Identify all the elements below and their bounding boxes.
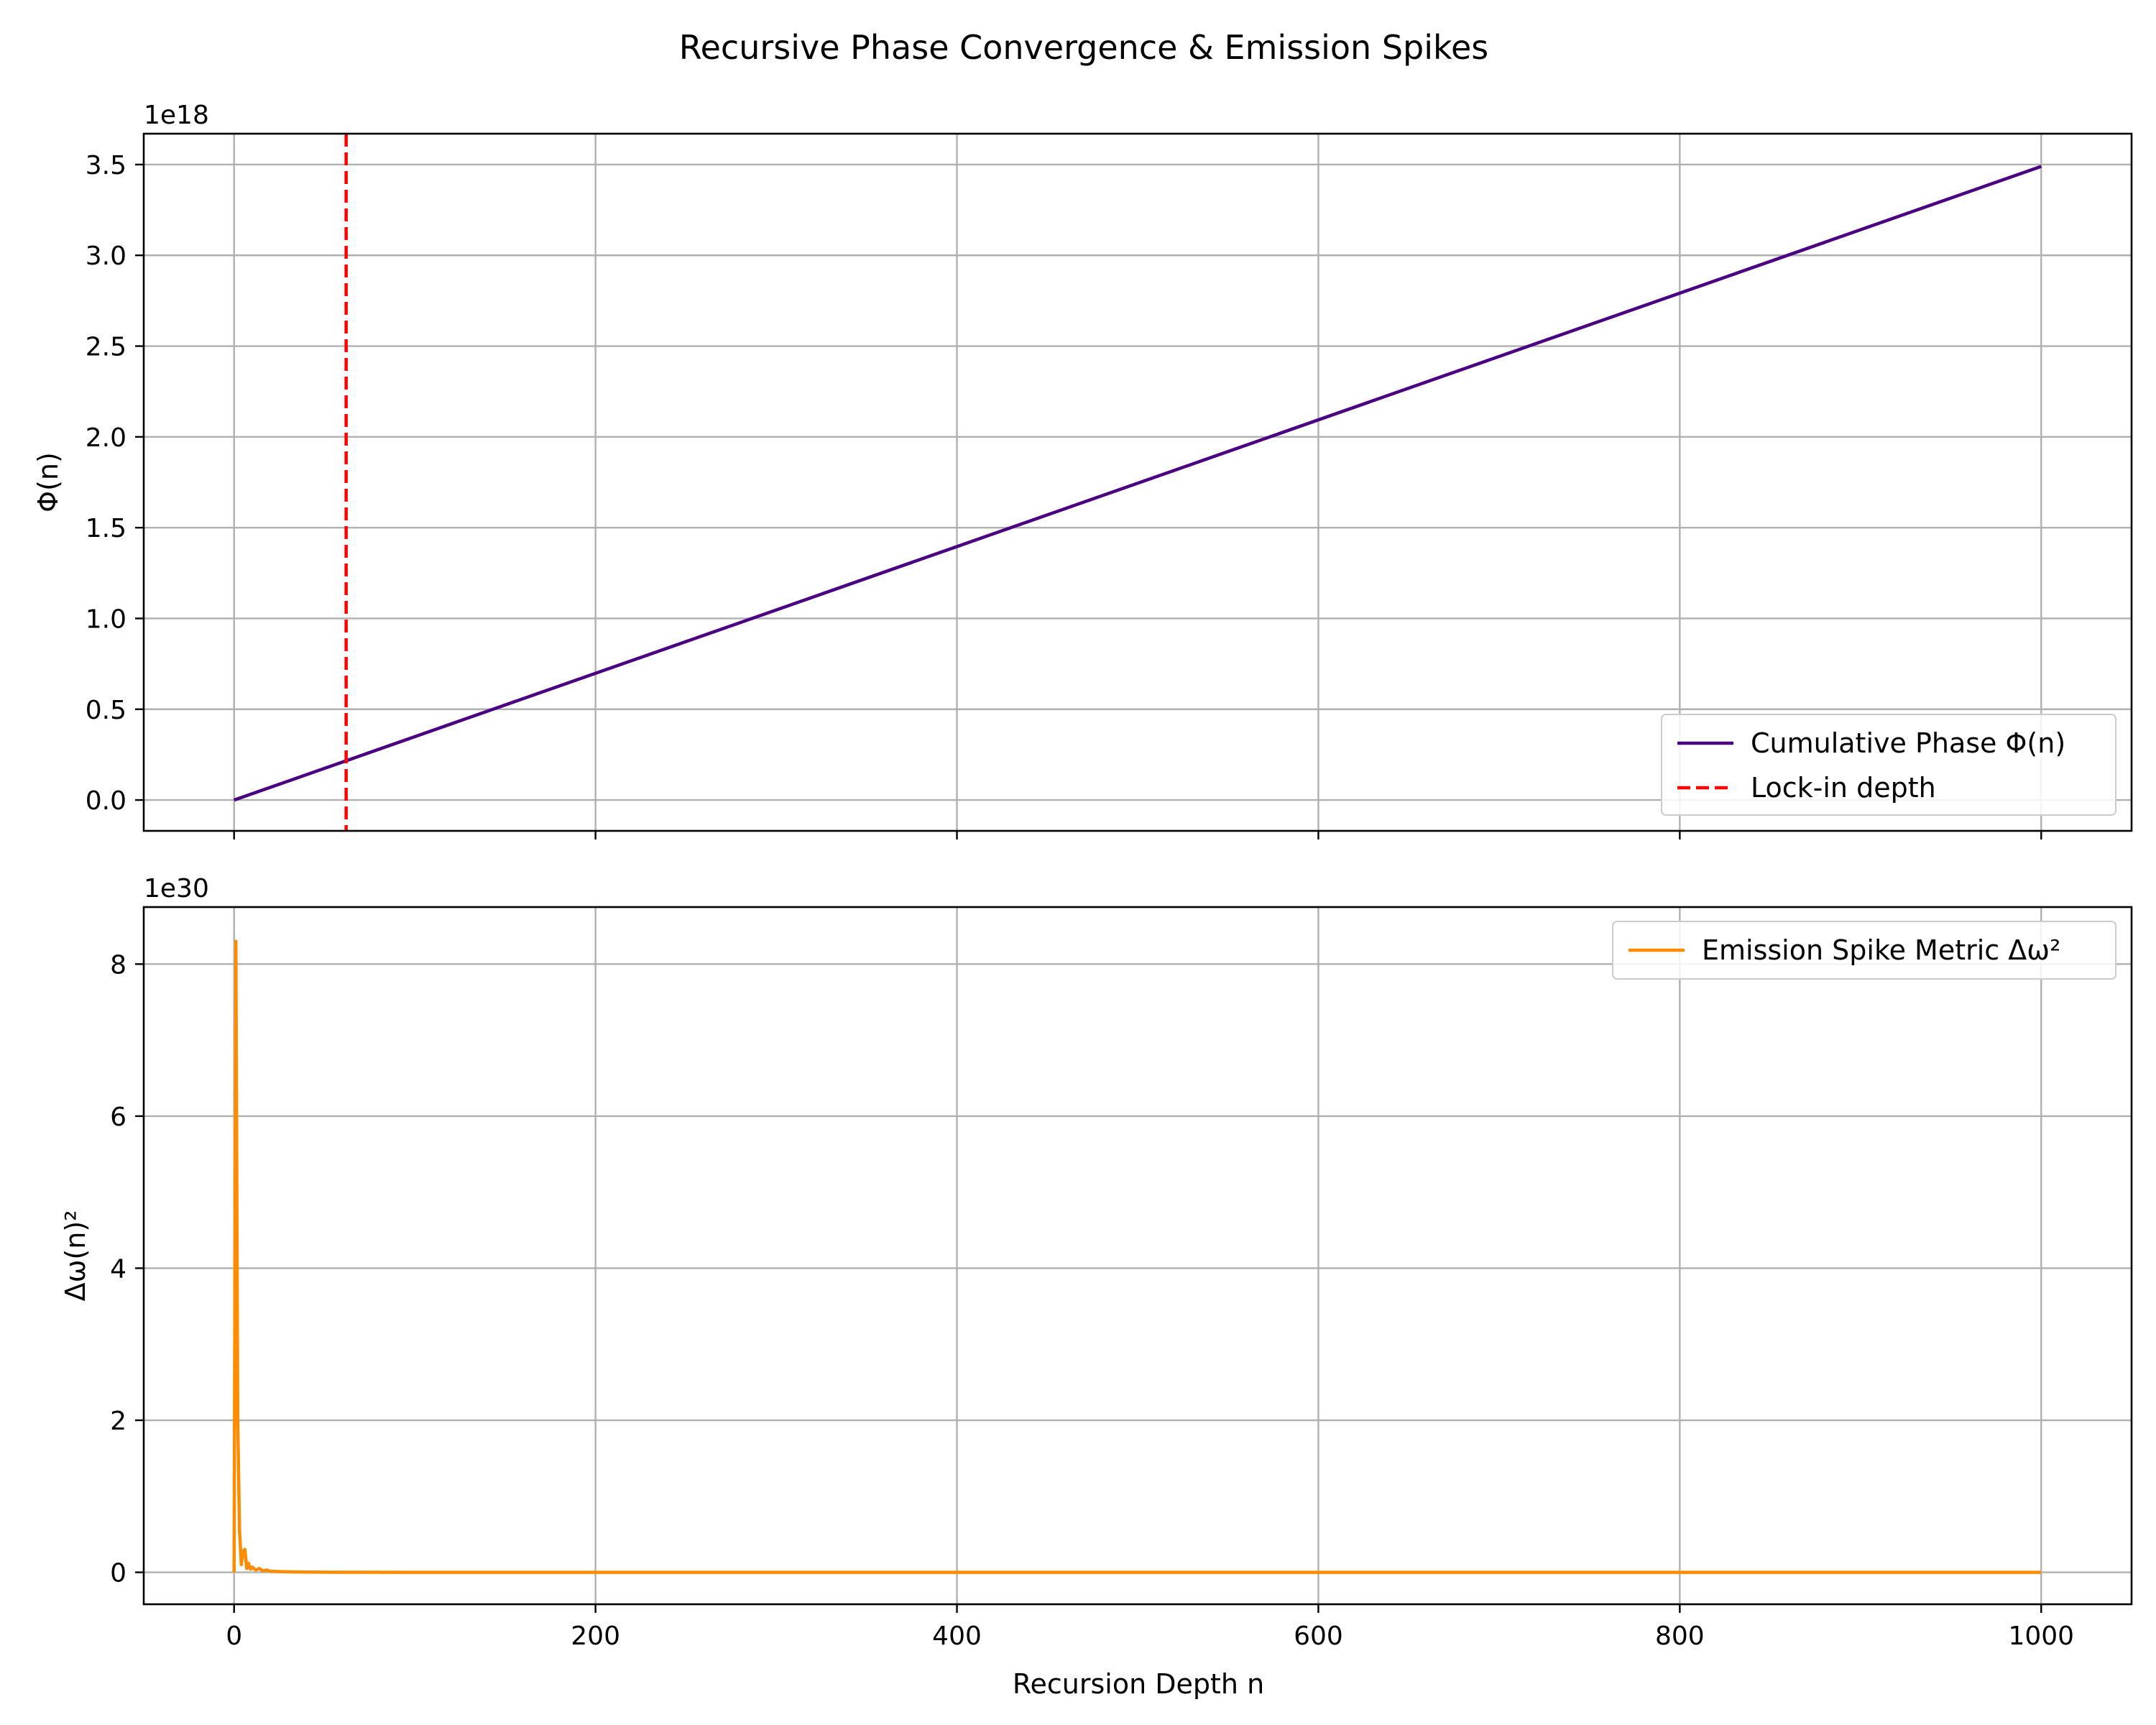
legend-box (1612, 921, 2116, 980)
y-tick-label: 2.5 (86, 333, 126, 362)
phase-panel: 0.0 0.5 1.0 1.5 2.0 2.5 3.0 3.5 1e18 Φ(n) Cumulati… (32, 101, 2133, 840)
y-axis-label: Φ(n) (32, 452, 64, 512)
legend-label: Cumulative Phase Φ(n) (1751, 727, 2065, 759)
x-tick-label: 0 (226, 1622, 242, 1651)
y-tick-label: 1.5 (86, 514, 126, 543)
emission-panel: 0 2 4 6 8 0 200 400 600 800 1000 1e30 Δω(n)² Emission… (60, 874, 2133, 1651)
y-tick-label: 4 (110, 1254, 126, 1284)
y-tick-label: 0.5 (86, 696, 126, 725)
axes-frame (142, 906, 2133, 1606)
legend-label: Emission Spike Metric Δω² (1702, 934, 2060, 966)
plot-area (232, 939, 2042, 1574)
x-axis-label: Recursion Depth n (1013, 1668, 1264, 1700)
x-tick-label: 400 (932, 1622, 982, 1651)
plot-area (233, 134, 2042, 831)
legend-box (1661, 714, 2116, 816)
y-tick-label: 3.5 (86, 151, 126, 180)
legend-label: Lock-in depth (1751, 772, 1936, 804)
y-tick-label: 8 (110, 950, 126, 980)
y-offset-label: 1e30 (144, 874, 209, 903)
series-line-emission-spike (232, 939, 2042, 1574)
y-axis-label: Δω(n)² (60, 1210, 91, 1302)
y-tick-label: 6 (110, 1103, 126, 1132)
y-tick-label: 2 (110, 1407, 126, 1436)
y-tick-label: 2.0 (86, 423, 126, 453)
figure-title: Recursive Phase Convergence & Emission S… (679, 28, 1489, 67)
y-tick-label: 3.0 (86, 242, 126, 271)
x-tick-label: 600 (1294, 1622, 1343, 1651)
y-offset-label: 1e18 (144, 101, 209, 130)
y-tick-label: 0.0 (86, 786, 126, 816)
x-tick-label: 200 (571, 1622, 620, 1651)
series-line-cumulative-phase (233, 165, 2042, 802)
x-tick-label: 1000 (2008, 1622, 2074, 1651)
x-tick-label: 800 (1655, 1622, 1705, 1651)
y-tick-label: 0 (110, 1559, 126, 1588)
axes-frame (142, 132, 2133, 832)
y-tick-label: 1.0 (86, 604, 126, 634)
